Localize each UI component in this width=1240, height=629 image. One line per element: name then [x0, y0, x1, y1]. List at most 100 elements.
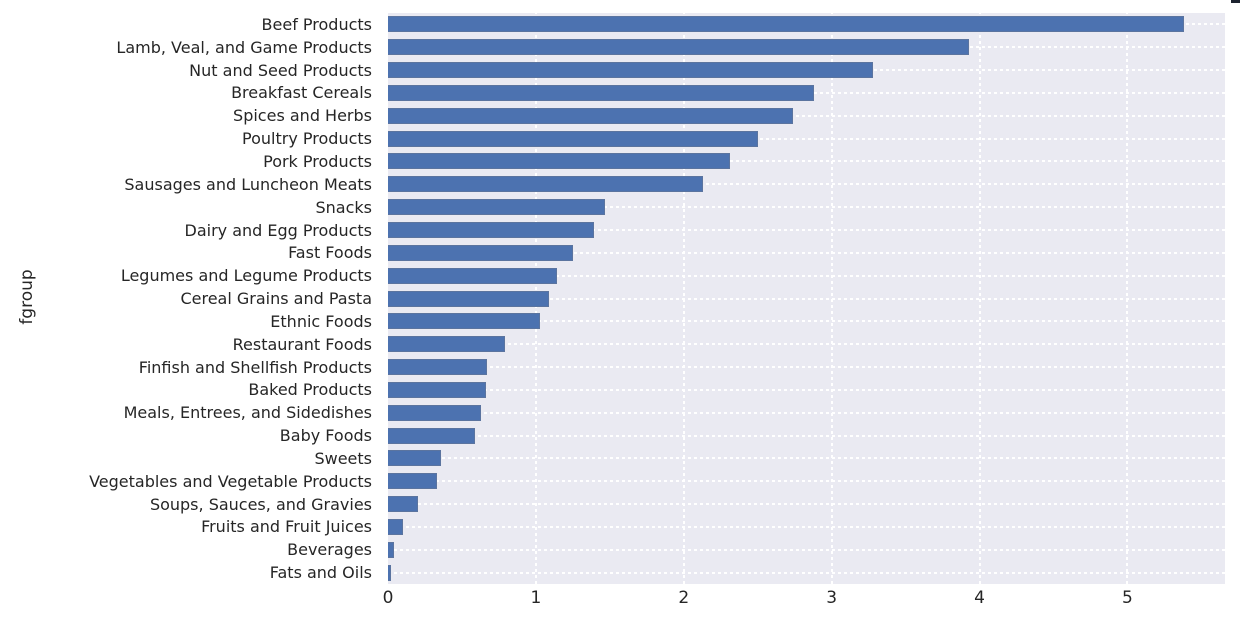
bar-row [388, 516, 1225, 539]
category-label: Legumes and Legume Products [120, 266, 372, 286]
bar [388, 16, 1184, 33]
bar [388, 84, 814, 101]
category-gridline [388, 229, 1225, 232]
bar-row [388, 424, 1225, 447]
category-label: Vegetables and Vegetable Products [89, 471, 372, 491]
bar-row [388, 196, 1225, 219]
bar [388, 244, 573, 261]
bar [388, 153, 730, 170]
category-gridline [388, 183, 1225, 186]
category-label: Pork Products [263, 151, 372, 171]
category-label: Cereal Grains and Pasta [180, 289, 372, 309]
bar-row [388, 379, 1225, 402]
bar-row [388, 493, 1225, 516]
bar [388, 176, 703, 193]
category-gridline [388, 411, 1225, 414]
x-tick-label: 5 [1121, 588, 1133, 608]
bar-row [388, 401, 1225, 424]
category-label: Breakfast Cereals [231, 83, 372, 103]
category-gridline [388, 320, 1225, 323]
category-gridline [388, 434, 1225, 437]
category-label: Nut and Seed Products [189, 60, 372, 80]
category-gridline [388, 525, 1225, 528]
category-gridline [388, 388, 1225, 391]
bar-row [388, 173, 1225, 196]
x-tick-label: 1 [530, 588, 542, 608]
bar-row [388, 333, 1225, 356]
category-label: Finfish and Shellfish Products [138, 357, 372, 377]
category-label: Fats and Oils [269, 563, 372, 583]
category-label: Ethnic Foods [270, 311, 372, 331]
bar-row [388, 470, 1225, 493]
bar [388, 496, 418, 513]
x-tick-label: 3 [826, 588, 838, 608]
x-axis-tick-labels: 0 1 2 3 4 5 [383, 588, 1225, 614]
category-gridline [388, 160, 1225, 163]
bar-row [388, 13, 1225, 36]
bar-row [388, 538, 1225, 561]
category-label: Beef Products [261, 14, 372, 34]
bar [388, 359, 488, 376]
category-label: Sausages and Luncheon Meats [124, 174, 372, 194]
category-label: Baked Products [248, 380, 372, 400]
x-tick-label: 2 [678, 588, 690, 608]
bar-rows [388, 13, 1225, 584]
bar-row [388, 219, 1225, 242]
category-gridline [388, 503, 1225, 506]
bar [388, 518, 403, 535]
category-label: Dairy and Egg Products [184, 220, 372, 240]
category-gridline [388, 114, 1225, 117]
bar-row [388, 36, 1225, 59]
category-label: Soups, Sauces, and Gravies [149, 494, 372, 514]
bar [388, 199, 606, 216]
category-gridline [388, 571, 1225, 574]
category-gridline [388, 251, 1225, 254]
category-gridline [388, 343, 1225, 346]
category-label: Baby Foods [279, 426, 372, 446]
bar-row [388, 82, 1225, 105]
bar [388, 450, 442, 467]
bar [388, 130, 758, 147]
category-label: Beverages [287, 540, 372, 560]
bar [388, 313, 541, 330]
bar-row [388, 310, 1225, 333]
category-label: Fruits and Fruit Juices [201, 517, 372, 537]
category-label: Fast Foods [288, 243, 372, 263]
category-gridline [388, 206, 1225, 209]
bar [388, 62, 874, 79]
category-gridline [388, 366, 1225, 369]
bar-row [388, 447, 1225, 470]
category-gridline [388, 137, 1225, 140]
category-label: Restaurant Foods [232, 334, 372, 354]
category-gridline [388, 274, 1225, 277]
screen-edge-artifact [1231, 0, 1240, 3]
y-axis-category-labels: Beef Products Lamb, Veal, and Game Produc… [0, 13, 380, 584]
category-label: Spices and Herbs [233, 106, 372, 126]
bar-row [388, 356, 1225, 379]
bar [388, 541, 394, 558]
bar [388, 473, 437, 490]
category-label: Lamb, Veal, and Game Products [116, 37, 372, 57]
x-tick-label: 0 [382, 588, 394, 608]
category-gridline [388, 480, 1225, 483]
bar [388, 39, 970, 56]
bar-row [388, 127, 1225, 150]
bar [388, 290, 550, 307]
bar [388, 381, 486, 398]
bar-row [388, 561, 1225, 584]
bar-row [388, 287, 1225, 310]
bar [388, 222, 594, 239]
category-label: Sweets [314, 448, 372, 468]
category-label: Meals, Entrees, and Sidedishes [123, 403, 372, 423]
bar-row [388, 104, 1225, 127]
category-gridline [388, 457, 1225, 460]
bar-row [388, 59, 1225, 82]
bar-row [388, 241, 1225, 264]
bar-row [388, 150, 1225, 173]
bar [388, 336, 505, 353]
bar [388, 564, 391, 581]
bar [388, 427, 476, 444]
category-label: Snacks [315, 197, 373, 217]
x-tick-label: 4 [974, 588, 985, 608]
